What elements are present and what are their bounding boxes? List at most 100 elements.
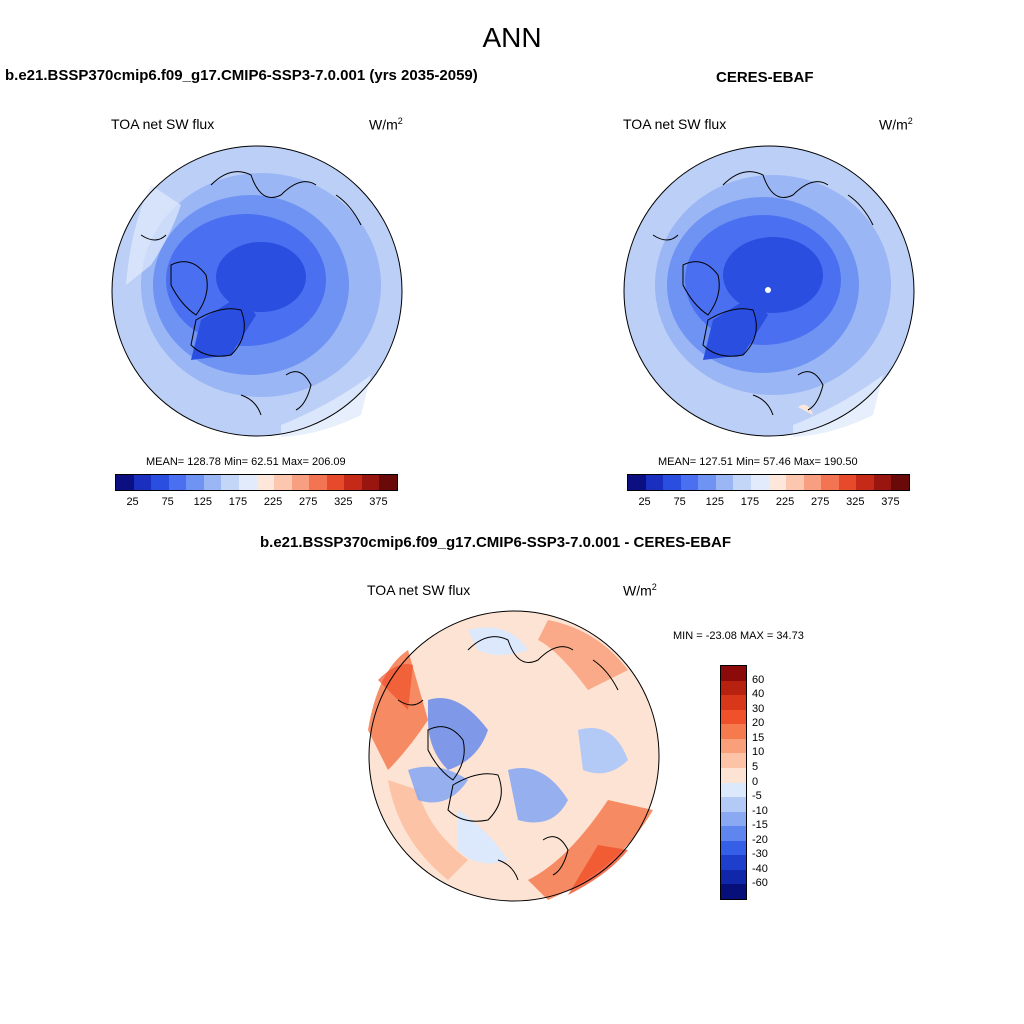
colorbar-swatch (721, 724, 746, 739)
colorbar-swatch (786, 475, 804, 490)
colorbar-swatch (361, 475, 380, 490)
colorbar-tick-label: 325 (846, 496, 865, 508)
colorbar-swatch (274, 475, 292, 490)
colorbar-tick-label: 25 (638, 496, 651, 508)
colorbar-swatch (721, 840, 746, 856)
colorbar-swatch (721, 680, 746, 696)
colorbar-swatch (379, 475, 397, 490)
panel-3-units: W/m2 (623, 582, 657, 599)
colorbar-swatch (116, 475, 134, 490)
colorbar-swatch (873, 475, 892, 490)
colorbar-swatch (168, 475, 187, 490)
colorbar-tick-label: 225 (775, 496, 795, 508)
colorbar-tick-label: 275 (299, 496, 318, 508)
colorbar-tick-label: 20 (752, 717, 765, 730)
colorbar-tick-label: 75 (161, 496, 174, 508)
colorbar-tick-label: 25 (126, 496, 139, 508)
panel-1-title: b.e21.BSSP370cmip6.f09_g17.CMIP6-SSP3-7.… (5, 67, 478, 84)
colorbar-swatch (680, 475, 699, 490)
panel-2-units: W/m2 (879, 116, 913, 133)
colorbar-swatch (838, 475, 857, 490)
colorbar-tick-label: 375 (369, 496, 388, 508)
colorbar-swatch (663, 475, 681, 490)
colorbar-tick-label: 75 (673, 496, 686, 508)
panel-3-colorbar-ticks: 60 40 30 20 15 10 5 0 -5 -10 -15 -20 -30 -40 -60 (752, 665, 792, 898)
colorbar-tick-label: -60 (752, 877, 768, 890)
colorbar-tick-label: 375 (881, 496, 900, 508)
colorbar-swatch (721, 738, 746, 754)
colorbar-swatch (891, 475, 909, 490)
colorbar-swatch (203, 475, 222, 490)
colorbar-tick-label: 40 (752, 688, 765, 701)
panel-2-stats: MEAN= 127.51 Min= 57.46 Max= 190.50 (658, 456, 858, 468)
colorbar-tick-label: -5 (752, 790, 762, 803)
colorbar-tick-label: 125 (705, 496, 724, 508)
panel-1-colorbar-ticks: 25 75 125 175 225 275 325 375 (115, 496, 396, 510)
colorbar-swatch (645, 475, 664, 490)
colorbar-swatch (721, 666, 746, 681)
colorbar-swatch (721, 811, 746, 827)
panel-2-polar-map (623, 145, 915, 437)
colorbar-swatch (309, 475, 327, 490)
colorbar-swatch (721, 767, 746, 783)
colorbar-swatch (628, 475, 646, 490)
panel-2-colorbar-ticks: 25 75 125 175 225 275 325 375 (627, 496, 908, 510)
panel-1-polar-map (111, 145, 403, 437)
panel-3-polar-map (368, 610, 660, 902)
colorbar-tick-label: 225 (263, 496, 283, 508)
colorbar-tick-label: 0 (752, 775, 759, 788)
colorbar-tick-label: 325 (334, 496, 353, 508)
panel-2-variable-label: TOA net SW flux (623, 116, 727, 132)
colorbar-swatch (803, 475, 822, 490)
colorbar-swatch (821, 475, 839, 490)
colorbar-swatch (733, 475, 751, 490)
colorbar-swatch (721, 826, 746, 841)
colorbar-swatch (721, 855, 746, 870)
colorbar-swatch (238, 475, 257, 490)
colorbar-swatch (768, 475, 787, 490)
colorbar-swatch (721, 869, 746, 885)
panel-3-colorbar (720, 665, 747, 900)
panel-1-colorbar (115, 474, 398, 491)
colorbar-tick-label: 15 (752, 731, 765, 744)
panel-1-units: W/m2 (369, 116, 403, 133)
colorbar-tick-label: 30 (752, 702, 765, 715)
colorbar-tick-label: -10 (752, 804, 768, 817)
colorbar-swatch (151, 475, 169, 490)
colorbar-tick-label: -40 (752, 862, 768, 875)
colorbar-swatch (721, 753, 746, 768)
colorbar-swatch (186, 475, 204, 490)
colorbar-tick-label: -15 (752, 819, 768, 832)
panel-3-min-max: MIN = -23.08 MAX = 34.73 (673, 630, 804, 642)
colorbar-swatch (856, 475, 874, 490)
colorbar-swatch (221, 475, 239, 490)
colorbar-swatch (721, 709, 746, 725)
colorbar-tick-label: -30 (752, 848, 768, 861)
colorbar-swatch (344, 475, 362, 490)
colorbar-tick-label: 125 (193, 496, 212, 508)
colorbar-tick-label: 10 (752, 746, 765, 759)
colorbar-tick-label: 275 (811, 496, 830, 508)
panel-3-title: b.e21.BSSP370cmip6.f09_g17.CMIP6-SSP3-7.… (260, 534, 732, 551)
colorbar-tick-label: 175 (740, 496, 760, 508)
figure-title: ANN (482, 22, 542, 53)
colorbar-tick-label: 175 (228, 496, 248, 508)
colorbar-swatch (326, 475, 345, 490)
colorbar-tick-label: 5 (752, 760, 759, 773)
colorbar-swatch (721, 695, 746, 710)
panel-1-variable-label: TOA net SW flux (111, 116, 215, 132)
colorbar-tick-label: 60 (752, 673, 765, 686)
colorbar-swatch (721, 782, 746, 798)
colorbar-swatch (750, 475, 769, 490)
panel-2-colorbar (627, 474, 910, 491)
colorbar-swatch (256, 475, 275, 490)
panel-3-variable-label: TOA net SW flux (367, 582, 471, 598)
colorbar-swatch (721, 884, 746, 899)
colorbar-swatch (715, 475, 734, 490)
panel-1-stats: MEAN= 128.78 Min= 62.51 Max= 206.09 (146, 456, 346, 468)
colorbar-tick-label: -20 (752, 833, 768, 846)
colorbar-swatch (291, 475, 310, 490)
colorbar-swatch (698, 475, 716, 490)
colorbar-swatch (721, 797, 746, 812)
panel-2-title: CERES-EBAF (716, 69, 814, 86)
